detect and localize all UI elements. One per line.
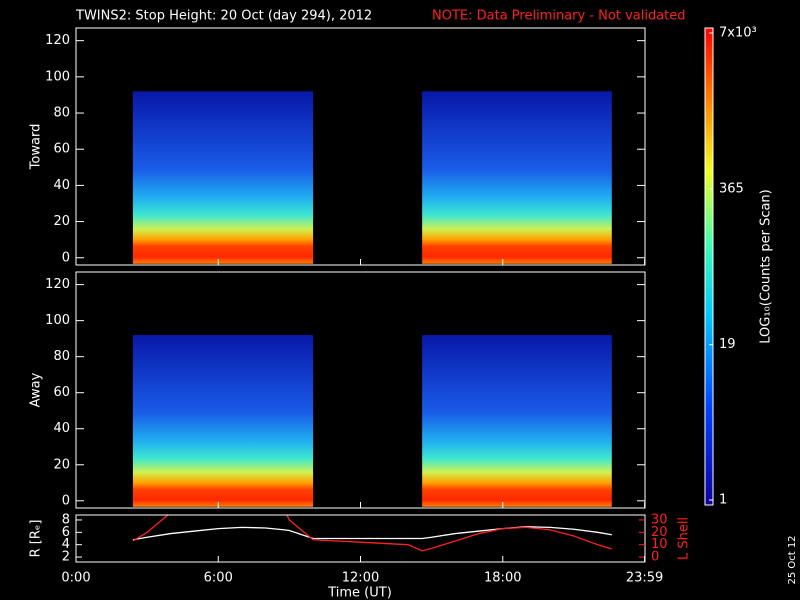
y-tick-label: 8 — [62, 512, 70, 527]
y-tick-label: 6 — [62, 525, 70, 540]
y-tick-label: 100 — [45, 313, 70, 328]
colorbar-tick-label: 19 — [719, 337, 736, 352]
y2-axis-label: L Shell — [677, 517, 692, 560]
x-tick-label: 6:00 — [204, 571, 233, 586]
y2-tick-label: 20 — [651, 525, 668, 540]
y-tick-label: 80 — [53, 349, 70, 364]
note: NOTE: Data Preliminary - Not validated — [432, 9, 686, 24]
spectrogram-block — [132, 91, 314, 264]
y-tick-label: 0 — [62, 493, 70, 508]
spectrogram-block — [422, 335, 612, 507]
x-tick-label: 0:00 — [61, 571, 90, 586]
y-tick-label: 20 — [53, 214, 70, 229]
colorbar-tick-label: 365 — [719, 181, 744, 196]
y-tick-label: 20 — [53, 457, 70, 472]
x-tick-label: 12:00 — [342, 571, 379, 586]
y-tick-label: 60 — [53, 385, 70, 400]
y-tick-label: 120 — [45, 33, 70, 48]
date-stamp: 25 Oct 12 — [787, 535, 798, 584]
x-tick-label: 18:00 — [484, 571, 521, 586]
ephemeris-line — [132, 526, 612, 541]
y-axis-label: R [Rₑ] — [29, 520, 44, 558]
spectrogram-block — [422, 91, 612, 264]
chart-title: TWINS2: Stop Height: 20 Oct (day 294), 2… — [75, 9, 372, 24]
colorbar-label: LOG₁₀(Counts per Scan) — [759, 189, 774, 344]
y2-tick-label: 0 — [651, 550, 659, 565]
y-tick-label: 80 — [53, 106, 70, 121]
y2-tick-label: 10 — [651, 537, 668, 552]
colorbar-tick-label: 7x10³ — [719, 26, 757, 41]
y-tick-label: 0 — [62, 250, 70, 265]
spectrogram-block — [132, 335, 314, 507]
y-tick-label: 40 — [53, 421, 70, 436]
x-axis-label: Time (UT) — [327, 586, 392, 600]
x-tick-label: 23:59 — [626, 571, 663, 586]
y-tick-label: 4 — [62, 537, 70, 552]
y-tick-label: 2 — [62, 550, 70, 565]
y-axis-label: Away — [29, 372, 44, 407]
y-tick-label: 100 — [45, 69, 70, 84]
y2-tick-label: 30 — [651, 512, 668, 527]
colorbar-tick-label: 1 — [719, 493, 727, 508]
y-tick-label: 40 — [53, 178, 70, 193]
y-tick-label: 60 — [53, 142, 70, 157]
y-axis-label: Toward — [29, 124, 44, 171]
y-tick-label: 120 — [45, 277, 70, 292]
ephemeris-lines — [132, 515, 612, 552]
ephemeris-line — [132, 515, 612, 552]
colorbar — [704, 27, 714, 506]
